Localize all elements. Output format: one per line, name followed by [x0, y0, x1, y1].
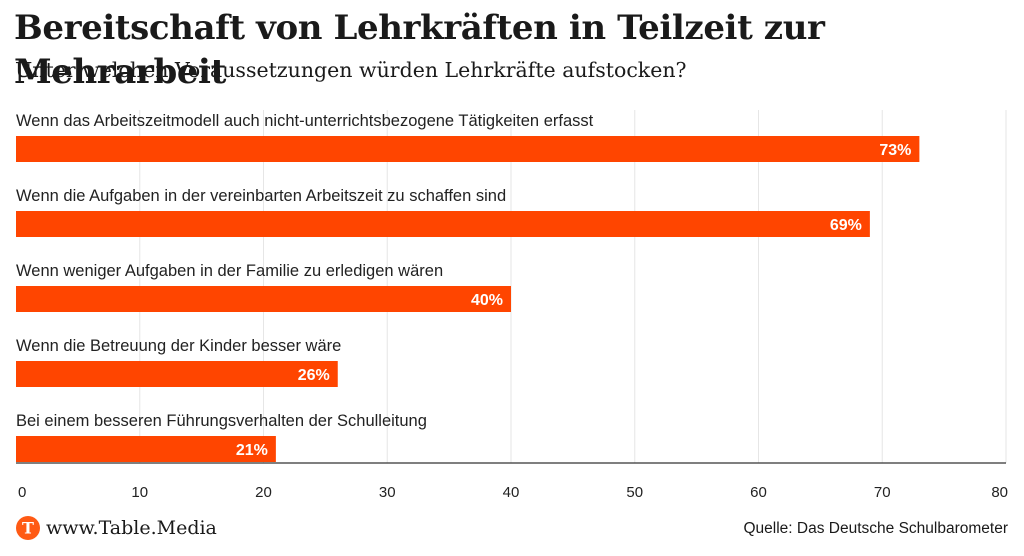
- bar: [16, 361, 338, 387]
- category-label: Wenn weniger Aufgaben in der Familie zu …: [16, 262, 443, 280]
- category-label: Bei einem besseren Führungsverhalten der…: [16, 412, 427, 430]
- x-tick-label: 50: [626, 484, 643, 501]
- x-axis: 0 10 20 30 40 50 60 70 80: [16, 462, 1008, 501]
- category-label: Wenn die Aufgaben in der vereinbarten Ar…: [16, 187, 506, 205]
- chart-title: Bereitschaft von Lehrkräften in Teilzeit…: [14, 8, 825, 92]
- bar: [16, 286, 511, 312]
- value-label: 73%: [879, 142, 911, 159]
- chart-subtitle: Unter welchen Voraussetzungen würden Leh…: [15, 58, 687, 82]
- x-tick-label: 30: [379, 484, 396, 501]
- x-tick-label: 70: [874, 484, 891, 501]
- x-tick-label: 0: [18, 484, 26, 501]
- value-label: 40%: [471, 292, 503, 309]
- footer-source: Quelle: Das Deutsche Schulbarometer: [743, 520, 1009, 537]
- category-label: Wenn das Arbeitszeitmodell auch nicht-un…: [16, 112, 594, 130]
- value-label: 21%: [236, 442, 268, 459]
- bar: [16, 136, 920, 162]
- bar: [16, 211, 870, 237]
- x-tick-label: 60: [750, 484, 767, 501]
- x-tick-label: 40: [503, 484, 520, 501]
- footer-site-name: www.Table.Media: [46, 517, 217, 539]
- table-media-logo-icon: T: [16, 516, 40, 540]
- bars: Wenn das Arbeitszeitmodell auch nicht-un…: [16, 112, 920, 462]
- category-label: Wenn die Betreuung der Kinder besser wär…: [16, 337, 341, 355]
- bar: [16, 436, 276, 462]
- x-tick-label: 20: [255, 484, 272, 501]
- x-tick-label: 10: [131, 484, 148, 501]
- value-label: 26%: [298, 367, 330, 384]
- x-tick-label: 80: [991, 484, 1008, 501]
- logo-letter: T: [22, 519, 34, 538]
- value-label: 69%: [830, 217, 862, 234]
